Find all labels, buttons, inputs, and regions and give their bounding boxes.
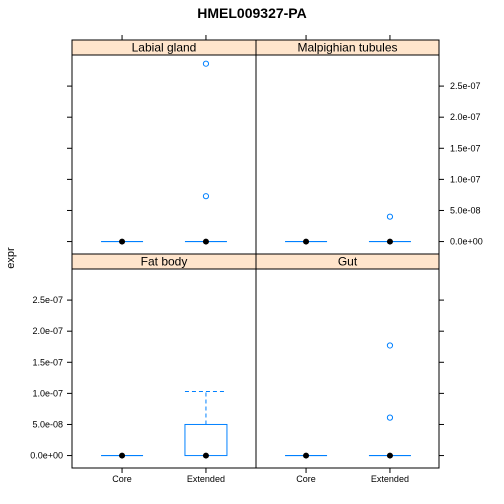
strip-label: Gut xyxy=(338,255,358,269)
median-dot xyxy=(202,238,209,245)
chart-title: HMEL009327-PA xyxy=(197,5,306,21)
box-core xyxy=(285,238,328,245)
median-dot xyxy=(386,452,393,459)
median-dot xyxy=(202,452,209,459)
panel-frame xyxy=(71,268,257,469)
x-tick-label: Extended xyxy=(187,474,225,484)
y-tick-label-left: 1.5e-07 xyxy=(32,357,63,367)
box-core xyxy=(101,238,144,245)
outlier-point xyxy=(386,213,394,220)
median-dot xyxy=(386,238,393,245)
strip-label: Fat body xyxy=(141,255,188,269)
panel-frame xyxy=(71,54,257,255)
y-tick-label-left: 2.5e-07 xyxy=(32,295,63,305)
y-tick-label-right: 5.0e-08 xyxy=(450,205,481,215)
panel-1: Labial gland xyxy=(71,39,257,255)
box-extended xyxy=(184,60,227,245)
outlier-point xyxy=(202,60,210,67)
panel-2: Malpighian tubules xyxy=(255,39,440,255)
y-tick-label-left: 5.0e-08 xyxy=(32,419,63,429)
y-tick-label-right: 0.0e+00 xyxy=(450,237,483,247)
box-core xyxy=(285,452,328,459)
x-tick-label: Core xyxy=(112,474,132,484)
panels-layer: Labial gland Malpighian tubules Fat body Gu… xyxy=(30,35,483,484)
box-extended xyxy=(184,391,228,459)
median-dot xyxy=(119,238,126,245)
panel-4: Gut xyxy=(255,253,440,469)
box-body xyxy=(184,423,228,457)
x-axis-ticks: Core Extended Core Extended xyxy=(112,35,409,484)
panel-3: Fat body xyxy=(71,253,257,469)
box-core xyxy=(101,452,144,459)
y-tick-label-left: 1.0e-07 xyxy=(32,388,63,398)
y-tick-label-right: 1.5e-07 xyxy=(450,143,481,153)
median-dot xyxy=(119,452,126,459)
x-tick-label: Extended xyxy=(371,474,409,484)
y-tick-label-right: 2.0e-07 xyxy=(450,112,481,122)
y-axis-ticks: 0.0e+00 0.0e+00 5.0e-08 5.0e-08 1.0e-07 1.0e-… xyxy=(30,81,483,460)
outlier-point xyxy=(202,193,210,200)
y-tick-label-right: 2.5e-07 xyxy=(450,81,481,91)
strip-label: Malpighian tubules xyxy=(297,41,397,55)
y-axis-label: expr xyxy=(5,247,17,269)
box-extended xyxy=(368,342,411,459)
y-tick-label-left: 0.0e+00 xyxy=(30,451,63,461)
median-dot xyxy=(303,452,310,459)
strip-label: Labial gland xyxy=(132,41,197,55)
box-extended xyxy=(368,213,411,245)
y-tick-label-left: 2.0e-07 xyxy=(32,326,63,336)
median-dot xyxy=(303,238,310,245)
outlier-point xyxy=(386,414,394,421)
panel-frame xyxy=(255,268,440,469)
panel-frame xyxy=(255,54,440,255)
outlier-point xyxy=(386,342,394,349)
y-tick-label-right: 1.0e-07 xyxy=(450,174,481,184)
x-tick-label: Core xyxy=(296,474,316,484)
